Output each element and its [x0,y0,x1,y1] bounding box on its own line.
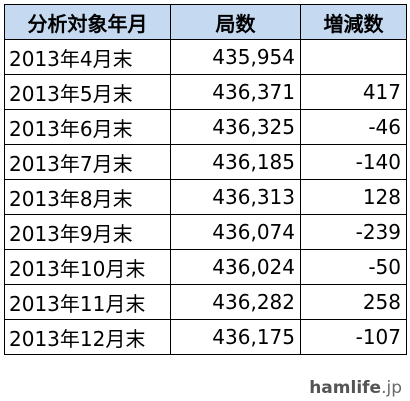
table-cell: 436,074 [170,214,301,250]
table-row: 2013年7月末 436,185 -140 [4,144,407,180]
table-cell: 2013年9月末 [4,214,171,250]
header-cell: 局数 [170,4,301,40]
table-cell: 436,175 [170,319,301,355]
data-table: 分析対象年月 局数 増減数 2013年4月末 435,954 2013年5月末 436… [4,4,407,355]
table-cell: 2013年7月末 [4,144,171,180]
table-cell: 417 [300,74,407,110]
table-cell: -46 [300,109,407,145]
table-cell: -107 [300,319,407,355]
table-cell: -50 [300,249,407,285]
table-cell: 2013年10月末 [4,249,171,285]
table-cell: 436,325 [170,109,301,145]
table-row: 2013年12月末 436,175 -107 [4,319,407,355]
table-cell: 2013年6月末 [4,109,171,145]
table-cell: 436,313 [170,179,301,215]
table-cell: 2013年5月末 [4,74,171,110]
table-row: 2013年10月末 436,024 -50 [4,249,407,285]
table-cell: 2013年11月末 [4,284,171,320]
table-row: 2013年4月末 435,954 [4,39,407,75]
table-row: 2013年6月末 436,325 -46 [4,109,407,145]
table-cell: 2013年4月末 [4,39,171,75]
table-cell: 436,282 [170,284,301,320]
table-cell: 258 [300,284,407,320]
header-cell: 分析対象年月 [4,4,171,40]
table-row: 2013年8月末 436,313 128 [4,179,407,215]
table-cell: 436,185 [170,144,301,180]
watermark: hamlife.jp [309,378,402,398]
table-cell: -140 [300,144,407,180]
table-cell: 128 [300,179,407,215]
table-cell: 2013年8月末 [4,179,171,215]
table-cell: -239 [300,214,407,250]
watermark-suffix: .jp [381,378,402,398]
header-row: 分析対象年月 局数 増減数 [4,4,407,40]
table-cell [300,39,407,75]
watermark-brand: hamlife [309,378,382,398]
table-row: 2013年9月末 436,074 -239 [4,214,407,250]
table-cell: 435,954 [170,39,301,75]
table-body: 2013年4月末 435,954 2013年5月末 436,371 417 2013年6月… [4,39,407,355]
header-cell: 増減数 [300,4,407,40]
table-cell: 436,024 [170,249,301,285]
table-row: 2013年5月末 436,371 417 [4,74,407,110]
table-row: 2013年11月末 436,282 258 [4,284,407,320]
table-cell: 2013年12月末 [4,319,171,355]
table-cell: 436,371 [170,74,301,110]
